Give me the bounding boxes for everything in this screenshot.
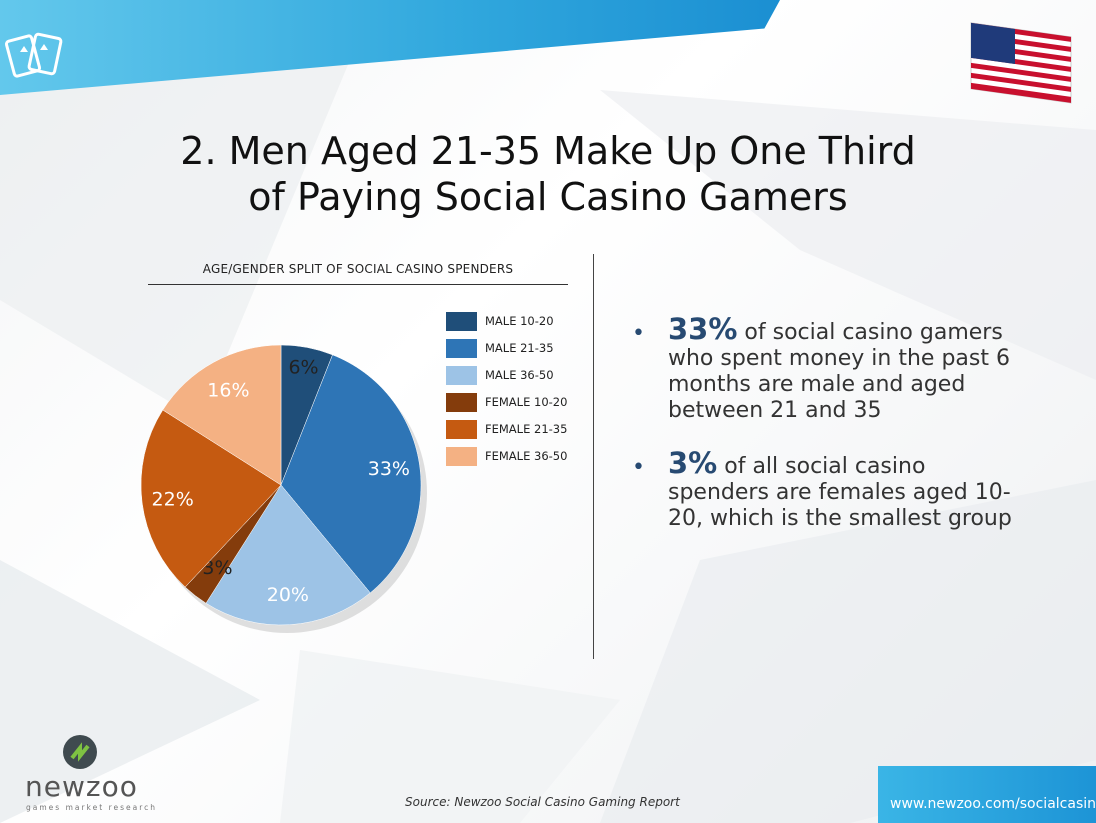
legend-label: FEMALE 21-35 — [485, 422, 568, 436]
website-link[interactable]: www.newzoo.com/socialcasino — [890, 796, 1096, 812]
finding-bullet: • 33% of social casino gamers who spent … — [632, 315, 1032, 424]
legend-swatch — [446, 339, 477, 358]
legend-swatch — [446, 393, 477, 412]
finding-highlight: 3% — [668, 446, 718, 480]
bullet-dot-icon: • — [632, 455, 645, 480]
finding-highlight: 33% — [668, 312, 738, 346]
pie-slice — [205, 484, 371, 626]
brand-tagline: games market research — [26, 803, 158, 812]
chart-title: AGE/GENDER SPLIT OF SOCIAL CASINO SPENDE… — [202, 262, 514, 276]
pie-data-label: 16% — [207, 379, 249, 401]
pie-data-label: 20% — [267, 584, 309, 606]
chart-title-rule — [148, 284, 568, 285]
finding-text: of all social casino spenders are female… — [668, 454, 1012, 531]
vertical-divider — [593, 254, 594, 659]
legend-label: MALE 21-35 — [485, 341, 554, 355]
page-title-line-2: of Paying Social Casino Gamers — [248, 175, 848, 219]
legend-swatch — [446, 366, 477, 385]
finding-bullet: • 3% of all social casino spenders are f… — [632, 449, 1032, 532]
pie-slice — [162, 344, 282, 486]
legend-swatch — [446, 420, 477, 439]
brand-name: newzoo — [25, 770, 138, 803]
pie-data-label: 22% — [152, 489, 194, 511]
legend-label: FEMALE 36-50 — [485, 449, 568, 463]
page-title-line-1: 2. Men Aged 21-35 Make Up One Third — [180, 129, 916, 173]
playing-cards-icon — [4, 32, 63, 78]
legend-label: FEMALE 10-20 — [485, 395, 568, 409]
pie-data-label: 6% — [288, 357, 318, 379]
pie-data-label: 33% — [368, 458, 410, 480]
page-title: 2. Men Aged 21-35 Make Up One Third of P… — [0, 128, 1096, 220]
pie-data-label: 3% — [202, 557, 232, 579]
legend-label: MALE 10-20 — [485, 314, 554, 328]
key-findings: • 33% of social casino gamers who spent … — [632, 315, 1032, 558]
pie-slice — [280, 354, 422, 594]
pie-chart: 6% 33% 20% 3% 22% 16% — [140, 344, 427, 633]
legend-swatch — [446, 447, 477, 466]
legend-label: MALE 36-50 — [485, 368, 554, 382]
pie-slice — [140, 409, 282, 588]
legend-swatch — [446, 312, 477, 331]
source-note: Source: Newzoo Social Casino Gaming Repo… — [405, 795, 680, 809]
finding-text: of social casino gamers who spent money … — [668, 320, 1010, 423]
newzoo-logo-icon — [63, 735, 97, 769]
url-band — [878, 766, 1096, 823]
us-flag-icon — [970, 22, 1072, 104]
bullet-dot-icon: • — [632, 321, 645, 346]
